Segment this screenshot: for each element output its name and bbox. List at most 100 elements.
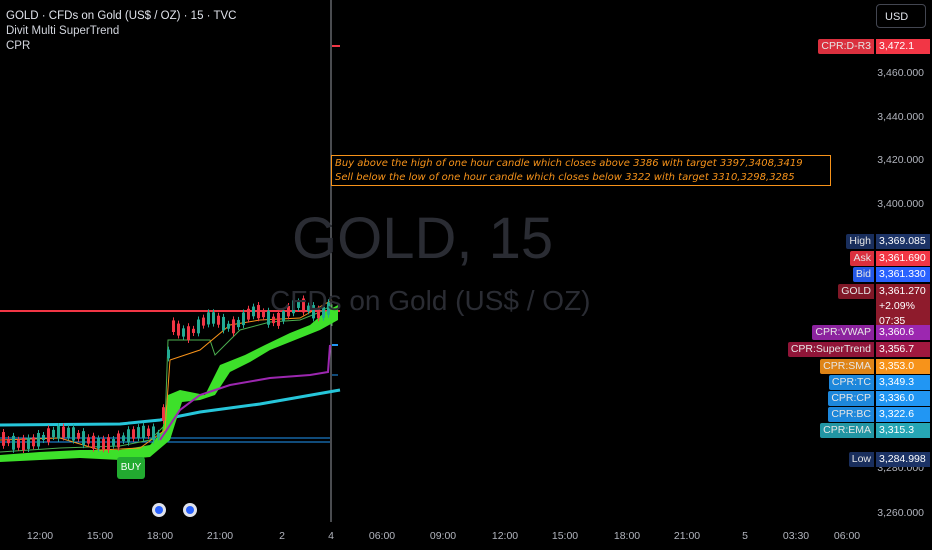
candle-body bbox=[67, 427, 70, 438]
badge-label: CPR:EMA bbox=[820, 423, 874, 438]
candle-body bbox=[212, 312, 215, 324]
candle-body bbox=[302, 298, 305, 313]
time-axis-label: 21:00 bbox=[673, 530, 701, 542]
candle-body bbox=[307, 305, 310, 312]
candle-body bbox=[227, 323, 230, 329]
badge-price: 3,356.7 bbox=[879, 343, 915, 355]
candle-body bbox=[182, 328, 185, 337]
candle-body bbox=[32, 437, 35, 447]
badge-value: 3,361.330 bbox=[876, 267, 930, 282]
time-axis-label: 09:00 bbox=[429, 530, 457, 542]
badge-label: CPR:SMA bbox=[820, 359, 874, 374]
badge-price: 3,336.0 bbox=[879, 392, 915, 404]
candle-body bbox=[197, 319, 200, 334]
candle-body bbox=[117, 433, 120, 448]
candle-body bbox=[167, 349, 170, 359]
candle-body bbox=[252, 306, 255, 317]
badge-label: Bid bbox=[852, 267, 874, 282]
badge-value: 3,315.3 bbox=[876, 423, 930, 438]
price-axis-label: 3,400.000 bbox=[877, 198, 924, 210]
badge-price: 3,360.6 bbox=[879, 326, 915, 338]
candle-body bbox=[47, 428, 50, 443]
badge-countdown: 07:35 bbox=[879, 315, 906, 327]
candle-body bbox=[232, 319, 235, 334]
candle-body bbox=[172, 320, 175, 333]
candle-body bbox=[202, 317, 205, 326]
candle-body bbox=[57, 426, 60, 439]
buy-signal: BUY bbox=[117, 457, 145, 479]
badge-value: 3,356.7 bbox=[876, 342, 930, 357]
candle-body bbox=[217, 315, 220, 325]
badge-price: 3,349.3 bbox=[879, 376, 915, 388]
supertrend-band bbox=[0, 305, 338, 462]
badge-price: 3,361.270 bbox=[879, 285, 926, 297]
badge-value: 3,360.6 bbox=[876, 325, 930, 340]
candle-body bbox=[122, 435, 125, 442]
annotation-line: Buy above the high of one hour candle wh… bbox=[335, 158, 803, 169]
badge-value: 3,322.6 bbox=[876, 407, 930, 422]
time-axis-label: 06:00 bbox=[833, 530, 861, 542]
candles bbox=[2, 295, 330, 454]
candle-body bbox=[27, 437, 30, 449]
badge-label: CPR:VWAP bbox=[812, 325, 874, 340]
badge-price: 3,472.1 bbox=[879, 40, 915, 52]
candle-body bbox=[37, 432, 40, 447]
badge-value: 3,361.690 bbox=[876, 251, 930, 266]
candle-body bbox=[52, 429, 55, 438]
candle-body bbox=[102, 438, 105, 450]
currency-button[interactable]: USD bbox=[876, 4, 926, 28]
badge-value: 3,349.3 bbox=[876, 375, 930, 390]
candle-body bbox=[162, 407, 165, 421]
candle-body bbox=[312, 305, 315, 319]
candle-body bbox=[12, 435, 15, 450]
candle-body bbox=[42, 434, 45, 440]
badge-label: CPR:BC bbox=[828, 407, 874, 422]
supertrend-hatch bbox=[0, 304, 333, 453]
candle-body bbox=[327, 302, 330, 315]
event-flag-core bbox=[155, 506, 163, 514]
time-axis-label: 4 bbox=[328, 530, 334, 542]
candle-body bbox=[147, 428, 150, 437]
candle-body bbox=[247, 308, 250, 320]
time-axis-label: 18:00 bbox=[146, 530, 174, 542]
badge-change: +2.09% bbox=[879, 300, 915, 312]
event-flag-core bbox=[186, 506, 194, 514]
time-axis-label: 12:00 bbox=[491, 530, 519, 542]
price-axis-label: 3,420.000 bbox=[877, 154, 924, 166]
badge-price: 3,369.085 bbox=[879, 235, 926, 247]
candle-body bbox=[242, 312, 245, 326]
badge-value: 3,361.270 +2.09% 07:35 bbox=[876, 284, 930, 329]
candle-body bbox=[297, 301, 300, 308]
candle-body bbox=[87, 437, 90, 444]
candle-body bbox=[287, 306, 290, 317]
badge-label: CPR:TC bbox=[828, 375, 874, 390]
badge-label: CPR:D-R3 bbox=[818, 39, 874, 54]
badge-price: 3,361.330 bbox=[879, 268, 926, 280]
badge-label: CPR:CP bbox=[828, 391, 874, 406]
candle-body bbox=[72, 427, 75, 441]
candle-body bbox=[207, 312, 210, 325]
badge-label: CPR:SuperTrend bbox=[787, 342, 874, 357]
time-axis-label: 06:00 bbox=[368, 530, 396, 542]
watermark-description: CFDs on Gold (US$ / OZ) bbox=[270, 285, 591, 316]
candle-body bbox=[22, 437, 25, 451]
badge-price: 3,353.0 bbox=[879, 360, 915, 372]
badge-value: 3,353.0 bbox=[876, 359, 930, 374]
badge-label: GOLD bbox=[838, 284, 874, 299]
candle-body bbox=[317, 308, 320, 319]
candle-body bbox=[17, 439, 20, 448]
candle-body bbox=[187, 326, 190, 341]
candle-body bbox=[137, 427, 140, 439]
time-axis-label: 5 bbox=[742, 530, 748, 542]
candle-body bbox=[267, 310, 270, 325]
candle-body bbox=[272, 316, 275, 324]
candle-body bbox=[192, 328, 195, 333]
price-axis-label: 3,260.000 bbox=[877, 507, 924, 519]
badge-price: 3,315.3 bbox=[879, 424, 915, 436]
time-axis-label: 03:30 bbox=[782, 530, 810, 542]
candle-body bbox=[292, 300, 295, 314]
badge-value: 3,472.1 bbox=[876, 39, 930, 54]
candle-body bbox=[142, 425, 145, 439]
